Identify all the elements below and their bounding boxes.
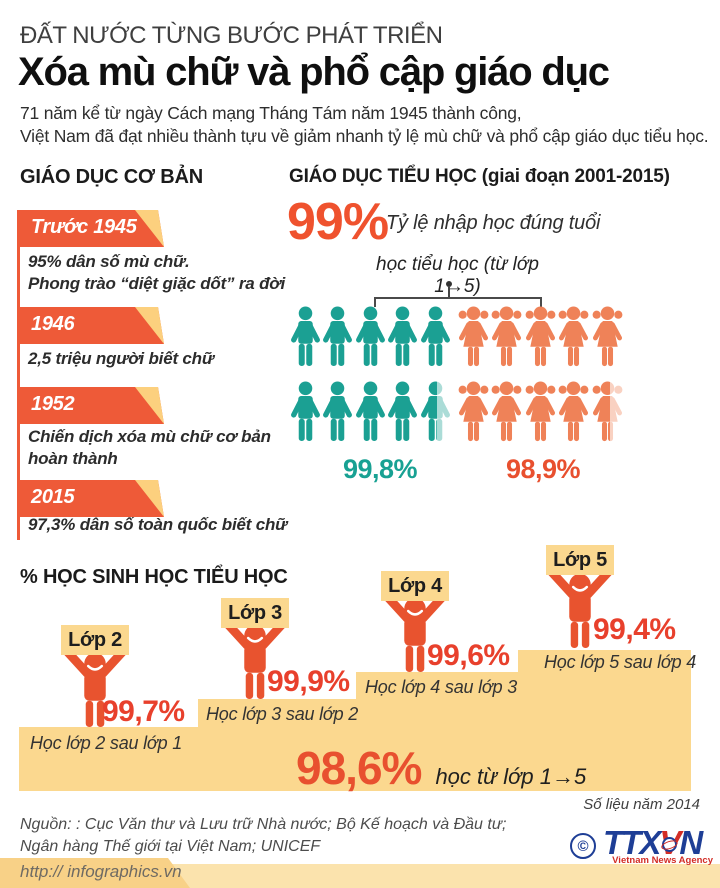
grade-percent: 99,7% — [102, 695, 185, 728]
boy-icon-cell — [323, 381, 352, 443]
girl-icon-cell — [525, 306, 556, 368]
timeline-year: 1946 — [31, 313, 75, 335]
step-caption: Học lớp 3 sau lớp 2 — [206, 704, 359, 724]
girls-pictograph — [458, 306, 625, 456]
step-caption: Học lớp 5 sau lớp 4 — [544, 652, 697, 672]
grade-progress-heading: % HỌC SINH HỌC TIỂU HỌC — [20, 566, 288, 588]
boy-icon-cell — [388, 306, 417, 368]
timeline-year: 2015 — [31, 486, 75, 508]
subtitle: 71 năm kể từ ngày Cách mạng Tháng Tám nă… — [20, 103, 709, 146]
boy-icon-cell — [421, 381, 450, 443]
girl-icon-cell — [592, 306, 623, 368]
primary-education-heading: GIÁO DỤC TIỂU HỌC (giai đoạn 2001-2015) — [289, 166, 670, 187]
timeline-text: 97,3% dân số toàn quốc biết chữ — [28, 515, 288, 534]
boy-icon — [323, 306, 352, 368]
timeline-text: 95% dân số mù chữ. Phong trào “diệt giặc… — [28, 252, 285, 293]
boy-icon-cell — [323, 306, 352, 368]
girl-icon — [491, 381, 522, 443]
total-percent: 98,6% — [296, 742, 422, 794]
girl-icon-cell — [558, 306, 589, 368]
girl-icon — [558, 381, 589, 443]
pointer-dot-icon — [446, 281, 452, 287]
timeline-ribbon-2015: 2015 — [19, 480, 165, 517]
timeline-ribbon-1946: 1946 — [19, 307, 165, 344]
bracket-label: học tiểu học (từ lớp 1→5) — [376, 254, 539, 297]
step-caption: Học lớp 4 sau lớp 3 — [365, 677, 518, 697]
boy-icon-cell — [388, 381, 417, 443]
girl-icon-cell — [458, 306, 489, 368]
partial-fade-overlay — [609, 381, 623, 443]
girl-icon — [592, 306, 623, 368]
boy-icon — [388, 381, 417, 443]
basic-education-heading: GIÁO DỤC CƠ BẢN — [20, 166, 203, 188]
girl-icon — [558, 306, 589, 368]
boy-icon — [291, 381, 320, 443]
grade-sign: Lớp 4 — [381, 571, 449, 601]
step-caption: Học lớp 2 sau lớp 1 — [30, 733, 183, 753]
boy-icon-cell — [291, 306, 320, 368]
boy-icon — [421, 306, 450, 368]
boy-icon — [356, 381, 385, 443]
total-row: 98,6% học từ lớp 1→5 — [296, 741, 586, 795]
source-text: Nguồn: : Cục Văn thư và Lưu trữ Nhà nước… — [20, 816, 507, 855]
girl-icon — [525, 381, 556, 443]
girl-icon-cell — [458, 381, 489, 443]
enrollment-rate-value: 99% — [287, 193, 389, 251]
girl-icon-cell — [592, 381, 623, 443]
url-ribbon — [0, 858, 190, 888]
ttxvn-logo: © TTXVN Vietnam News Agency — [565, 824, 715, 866]
logo-tagline: Vietnam News Agency — [612, 855, 713, 866]
timeline-year: 1952 — [31, 393, 75, 415]
timeline-text: 2,5 triệu người biết chữ — [28, 349, 214, 368]
boy-icon-cell — [421, 306, 450, 368]
girl-icon-cell — [491, 306, 522, 368]
total-caption: học từ lớp 1→5 — [435, 764, 587, 789]
grade-percent: 99,4% — [593, 613, 676, 646]
grade-sign: Lớp 2 — [61, 625, 129, 655]
grade-sign: Lớp 3 — [221, 598, 289, 628]
bracket-icon — [374, 297, 542, 307]
timeline-ribbon-1945: Trước 1945 — [19, 210, 165, 247]
boy-icon-cell — [291, 381, 320, 443]
girls-percent: 98,9% — [505, 454, 581, 484]
logo-ttx: TTX — [603, 824, 661, 861]
logo-n: N — [679, 824, 703, 861]
boy-icon — [323, 381, 352, 443]
timeline-text: Chiến dịch xóa mù chữ cơ bản hoàn thành — [28, 427, 271, 468]
girl-icon — [458, 381, 489, 443]
boy-icon — [388, 306, 417, 368]
pointer-stem-icon — [448, 287, 450, 298]
girl-icon — [458, 306, 489, 368]
boy-icon-cell — [356, 306, 385, 368]
girl-icon-cell — [558, 381, 589, 443]
website-url: http:// infographics.vn — [20, 862, 182, 881]
boy-icon-cell — [356, 381, 385, 443]
boy-icon — [356, 306, 385, 368]
grade-percent: 99,6% — [427, 639, 510, 672]
boy-icon — [291, 306, 320, 368]
boys-pictograph — [291, 306, 453, 456]
data-note: Số liệu năm 2014 — [583, 796, 700, 813]
boys-percent: 99,8% — [342, 454, 418, 484]
grade-sign: Lớp 5 — [546, 545, 614, 575]
grade-percent: 99,9% — [267, 665, 350, 698]
girl-icon-cell — [525, 381, 556, 443]
copyright-icon: © — [570, 833, 596, 859]
enrollment-rate-caption: Tỷ lệ nhập học đúng tuổi — [386, 212, 601, 234]
stair-step-4 — [518, 650, 691, 791]
globe-icon — [660, 837, 679, 852]
girl-icon — [525, 306, 556, 368]
partial-fade-overlay — [437, 381, 450, 443]
timeline-year: Trước 1945 — [31, 216, 137, 238]
kicker: ĐẤT NƯỚC TỪNG BƯỚC PHÁT TRIỂN — [20, 22, 443, 49]
girl-icon-cell — [491, 381, 522, 443]
timeline-line — [17, 210, 20, 540]
girl-icon — [491, 306, 522, 368]
timeline-ribbon-1952: 1952 — [19, 387, 165, 424]
page-title: Xóa mù chữ và phổ cập giáo dục — [18, 50, 610, 94]
